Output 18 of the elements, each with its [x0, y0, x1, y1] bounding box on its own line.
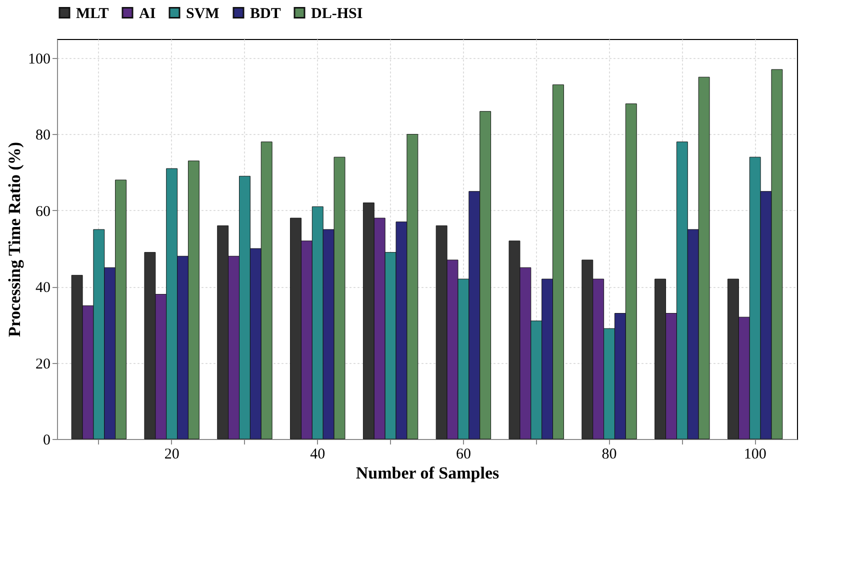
y-axis-title: Processing Time Ratio (%) — [5, 142, 24, 338]
legend-label: MLT — [76, 6, 109, 22]
x-tick-label: 40 — [310, 446, 326, 462]
x-tick-label: 60 — [456, 446, 471, 462]
legend-label: SVM — [186, 6, 220, 22]
y-tick-label: 0 — [43, 432, 50, 448]
y-tick-label: 20 — [36, 356, 50, 372]
x-axis-title: Number of Samples — [356, 464, 500, 482]
x-tick-label: 20 — [164, 446, 180, 462]
y-tick-label: 60 — [36, 204, 50, 220]
y-tick-label: 80 — [36, 128, 50, 144]
y-tick-label: 40 — [36, 280, 50, 296]
y-tick-label: 100 — [28, 52, 50, 68]
legend-label: DL-HSI — [311, 6, 363, 22]
x-tick-label: 80 — [602, 446, 617, 462]
legend-label: BDT — [250, 6, 281, 22]
legend-label: AI — [139, 6, 156, 22]
x-tick-label: 100 — [744, 446, 766, 462]
